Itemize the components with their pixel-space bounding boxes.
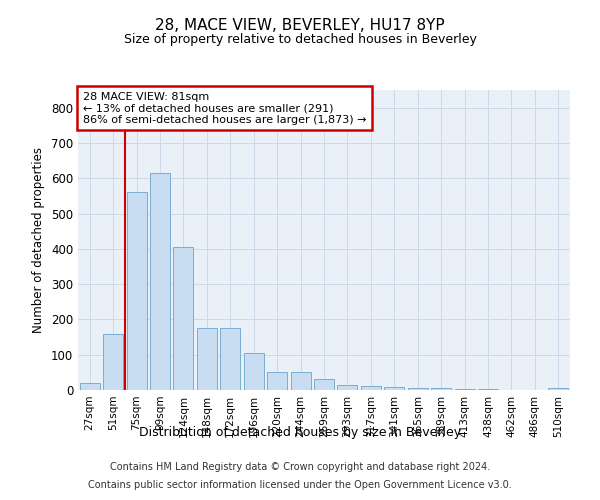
Text: Contains HM Land Registry data © Crown copyright and database right 2024.: Contains HM Land Registry data © Crown c… [110, 462, 490, 472]
Bar [127, 192, 146, 390]
Bar [103, 334, 123, 390]
Text: Distribution of detached houses by size in Beverley: Distribution of detached houses by size … [139, 426, 461, 439]
Bar [80, 383, 100, 390]
Bar [220, 328, 240, 390]
Bar [361, 386, 381, 390]
Bar [337, 384, 358, 390]
Bar [290, 372, 311, 390]
Bar [197, 328, 217, 390]
Bar [455, 389, 475, 390]
Text: Size of property relative to detached houses in Beverley: Size of property relative to detached ho… [124, 32, 476, 46]
Bar [173, 247, 193, 390]
Bar [431, 388, 451, 390]
Y-axis label: Number of detached properties: Number of detached properties [32, 147, 46, 333]
Bar [150, 173, 170, 390]
Bar [314, 380, 334, 390]
Text: 28 MACE VIEW: 81sqm
← 13% of detached houses are smaller (291)
86% of semi-detac: 28 MACE VIEW: 81sqm ← 13% of detached ho… [83, 92, 367, 124]
Bar [385, 387, 404, 390]
Bar [548, 388, 568, 390]
Bar [408, 388, 428, 390]
Bar [267, 372, 287, 390]
Text: 28, MACE VIEW, BEVERLEY, HU17 8YP: 28, MACE VIEW, BEVERLEY, HU17 8YP [155, 18, 445, 32]
Bar [244, 353, 263, 390]
Text: Contains public sector information licensed under the Open Government Licence v3: Contains public sector information licen… [88, 480, 512, 490]
